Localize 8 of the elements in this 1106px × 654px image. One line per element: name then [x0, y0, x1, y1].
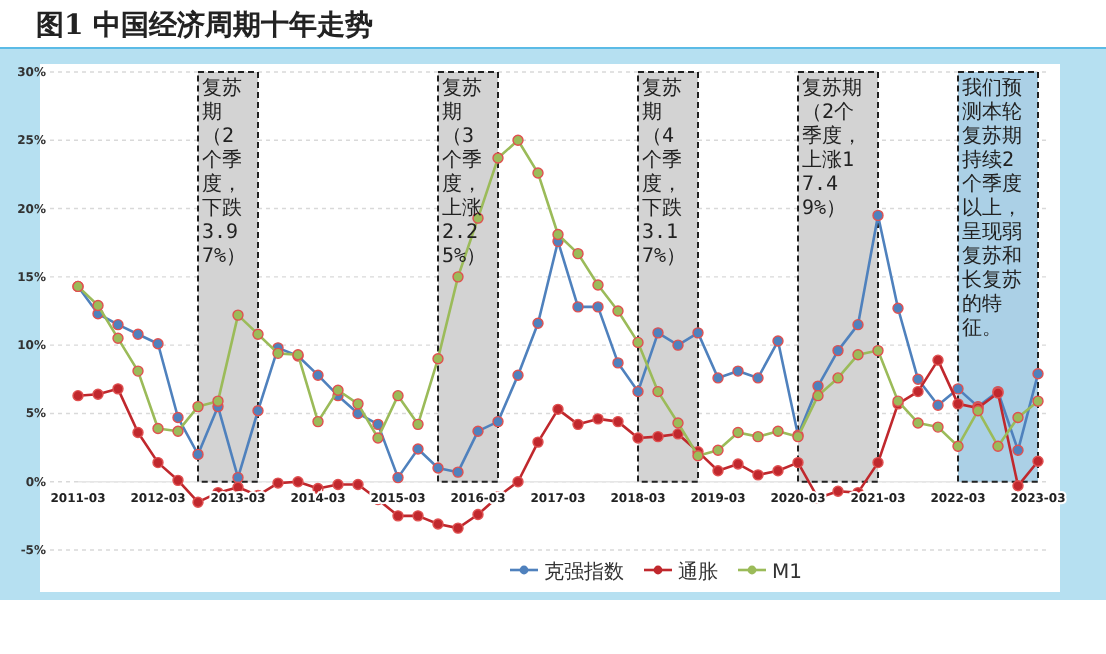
- chart-title: 图1 中国经济周期十年走势: [36, 8, 374, 42]
- legend-label: 通胀: [678, 560, 718, 584]
- band-label: 复苏期（4个季度，下跌3.17%）: [640, 75, 689, 272]
- legend-label: M1: [772, 562, 802, 584]
- band-label: 复苏期（2个季度，下跌3.97%）: [200, 75, 249, 272]
- band-label: 复苏期（2个季度，上涨17.49%）: [800, 75, 864, 224]
- text: 我们预测本轮复苏期持续2个季度以上，呈现弱复苏和长复苏的特征。: [962, 78, 1022, 340]
- legend-label: 克强指数: [544, 560, 624, 584]
